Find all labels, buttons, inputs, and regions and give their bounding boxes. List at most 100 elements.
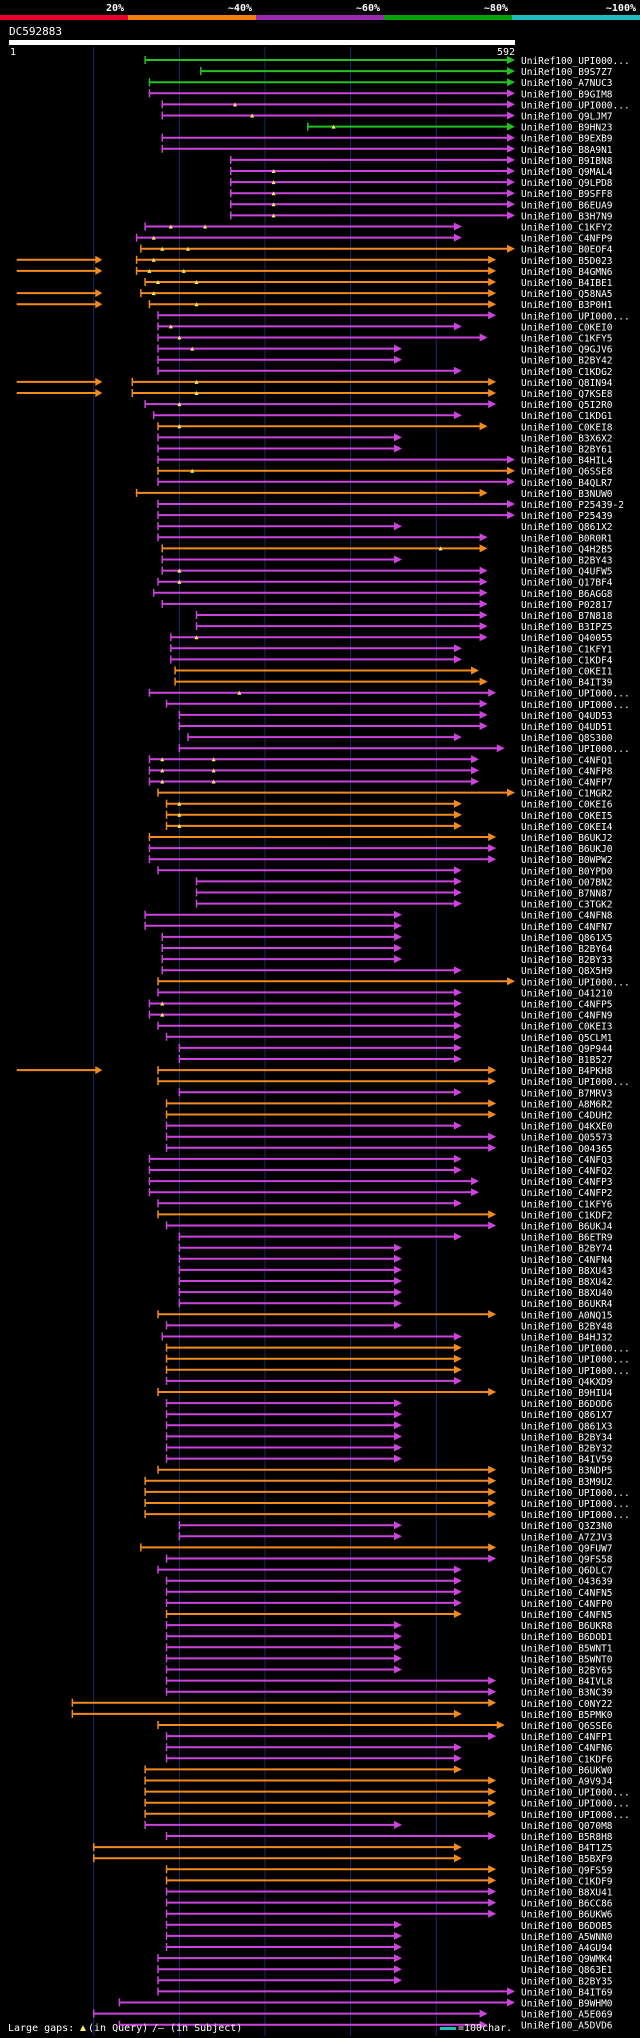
- hit-label: UniRef100_B6DOD6: [521, 1399, 613, 1410]
- hit-row: UniRef100_B3M9U2: [144, 1476, 613, 1488]
- hit-segment-arrow: [95, 266, 103, 275]
- hit-arrow: [453, 1576, 462, 1585]
- hit-arrow: [488, 1798, 497, 1807]
- hit-row: UniRef100_O07BN2: [195, 877, 613, 888]
- hit-arrow: [479, 533, 488, 542]
- hit-arrow: [393, 1943, 402, 1951]
- hit-label: UniRef100_Q9WMK4: [521, 1954, 613, 1965]
- hit-arrow: [453, 1854, 462, 1863]
- hit-label: UniRef100_Q40055: [521, 633, 613, 644]
- hit-label: UniRef100_B6EUA9: [521, 200, 613, 211]
- hit-label: UniRef100_C1KDF9: [521, 1876, 613, 1887]
- hit-row: UniRef100_B0WPW2: [148, 855, 613, 866]
- gap-marker: [160, 779, 165, 784]
- hit-label: UniRef100_B3NUW0: [521, 489, 613, 500]
- gap-marker: [177, 579, 182, 584]
- hit-arrow: [393, 944, 402, 952]
- hit-row: UniRef100_B3IPZ5: [195, 622, 613, 633]
- hit-arrow: [488, 688, 497, 697]
- gap-marker: [203, 224, 208, 229]
- hit-row: UniRef100_C4NFP1: [165, 1732, 613, 1743]
- hit-label: UniRef100_Q861X5: [521, 933, 613, 944]
- hit-arrow: [507, 455, 515, 464]
- hit-row: UniRef100_C0KEI8: [157, 422, 613, 433]
- hit-label: UniRef100_UPI000...: [521, 1077, 630, 1088]
- hit-label: UniRef100_B9GIM8: [521, 89, 613, 100]
- hit-row: UniRef100_B6UKJ2: [148, 833, 613, 844]
- hit-row: UniRef100_C4NFN4: [178, 1254, 613, 1266]
- hit-row: UniRef100_C1KDF2: [157, 1210, 613, 1221]
- hit-arrow: [393, 921, 402, 930]
- hit-label: UniRef100_B6UKR8: [521, 1621, 613, 1632]
- gap-marker: [194, 302, 199, 307]
- hit-label: UniRef100_B4IV59: [521, 1455, 613, 1466]
- hit-label: UniRef100_UPI000...: [521, 700, 630, 711]
- hit-row: UniRef100_B2BY74: [178, 1243, 613, 1255]
- hit-arrow: [453, 799, 462, 808]
- gap-marker: [155, 280, 160, 284]
- hit-label: UniRef100_O04365: [521, 1144, 613, 1155]
- query-bar: [9, 40, 515, 45]
- hit-arrow: [488, 833, 497, 841]
- hit-label: UniRef100_UPI000...: [521, 56, 630, 67]
- hit-row: UniRef100_Q9MAL4: [229, 167, 613, 178]
- hit-arrow: [453, 1743, 462, 1752]
- hit-label: UniRef100_A7ZJV3: [521, 1532, 613, 1543]
- hit-arrow: [488, 1676, 497, 1685]
- hit-row: UniRef100_C4NFP5: [148, 999, 613, 1011]
- hit-row: UniRef100_B6UKW6: [165, 1909, 613, 1921]
- hit-row: UniRef100_C1KDF6: [165, 1754, 613, 1765]
- hit-label: UniRef100_B5PMK0: [521, 1710, 613, 1721]
- hit-arrow: [479, 722, 488, 730]
- identity-scale-labels: 20% ~40% ~60% ~80% ~100%: [106, 3, 636, 14]
- hit-row: UniRef100_Q5I2R0: [144, 400, 613, 411]
- hit-arrow: [488, 1732, 497, 1741]
- hit-label: UniRef100_C0KEI0: [521, 322, 613, 333]
- hit-arrow: [453, 1021, 462, 1030]
- gap-marker: [160, 1001, 165, 1006]
- hit-label: UniRef100_P02817: [521, 600, 613, 611]
- hit-row: UniRef100_B2BY64: [161, 944, 613, 955]
- hit-arrow: [488, 1221, 497, 1230]
- hit-arrow: [507, 477, 515, 486]
- hit-label: UniRef100_C4NFQ3: [521, 1155, 613, 1166]
- hit-row: UniRef100_A5E069: [93, 2009, 613, 2021]
- hit-label: UniRef100_P25439-2: [521, 500, 624, 511]
- hit-label: UniRef100_C1KDF4: [521, 655, 613, 666]
- hit-row: UniRef100_UPI000...: [165, 1365, 630, 1377]
- hit-label: UniRef100_B6CC86: [521, 1899, 613, 1910]
- scale-label: ~80%: [484, 3, 508, 14]
- hit-arrow: [453, 1343, 462, 1352]
- hit-arrow: [507, 122, 515, 131]
- hit-row: UniRef100_B9SFF8: [229, 189, 613, 200]
- hit-arrow: [393, 344, 402, 353]
- hit-label: UniRef100_C1KDF6: [521, 1754, 613, 1765]
- hit-row: UniRef100_Q9LJM7: [161, 111, 613, 123]
- hit-arrow: [471, 1188, 480, 1197]
- hit-label: UniRef100_C4NFN8: [521, 911, 613, 922]
- hit-row: UniRef100_C4NFP3: [148, 1177, 613, 1188]
- hit-row: UniRef100_B3NC39: [165, 1687, 613, 1699]
- hit-label: UniRef100_B9WHM0: [521, 1999, 613, 2010]
- hit-row: UniRef100_Q9FS59: [165, 1865, 613, 1876]
- hit-row: UniRef100_Q863E1: [157, 1965, 613, 1976]
- hit-arrow: [453, 1088, 462, 1097]
- hit-row: UniRef100_O43639: [165, 1576, 613, 1588]
- gap-marker: [271, 169, 276, 173]
- hit-arrow: [393, 555, 402, 564]
- scale-label: 20%: [106, 3, 124, 14]
- hit-label: UniRef100_Q4KXD9: [521, 1377, 613, 1388]
- hit-row: UniRef100_UPI000...: [157, 311, 630, 322]
- hit-arrow: [453, 1354, 462, 1363]
- hit-arrow: [453, 1610, 462, 1618]
- hit-row: UniRef100_Q7KSE8: [16, 389, 613, 400]
- hit-label: UniRef100_C1KFY2: [521, 223, 613, 234]
- hit-arrow: [488, 1099, 497, 1108]
- hit-label: UniRef100_Q9P944: [521, 1044, 613, 1055]
- hit-arrow: [479, 633, 488, 642]
- hit-label: UniRef100_B6UKJ0: [521, 844, 613, 855]
- hit-arrow: [453, 1121, 462, 1130]
- hit-arrow: [393, 1820, 402, 1829]
- hit-arrow: [453, 733, 462, 742]
- hit-label: UniRef100_UPI000...: [521, 1810, 630, 1821]
